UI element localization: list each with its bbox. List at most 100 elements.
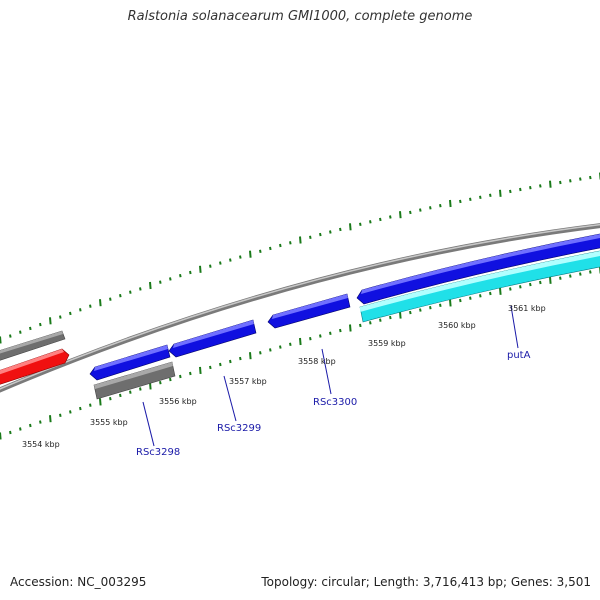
- outer-tick-major: [0, 336, 2, 344]
- outer-tick-minor: [429, 206, 432, 210]
- inner-tick-minor: [379, 318, 382, 322]
- inner-tick-minor: [579, 272, 582, 276]
- outer-tick-minor: [9, 334, 12, 338]
- outer-tick-major: [49, 317, 52, 325]
- gene-label-rsc3300[interactable]: RSc3300: [313, 397, 357, 408]
- outer-tick-minor: [559, 180, 562, 185]
- outer-tick-minor: [459, 199, 462, 204]
- kbp-label-3559: 3559 kbp: [368, 339, 406, 348]
- inner-tick-minor: [559, 276, 562, 280]
- outer-tick-minor: [279, 243, 282, 248]
- inner-tick-minor: [69, 410, 72, 414]
- outer-tick-major: [449, 199, 452, 208]
- inner-tick-minor: [309, 337, 312, 341]
- gene-label-rsc3298[interactable]: RSc3298: [136, 447, 180, 458]
- outer-tick-minor: [209, 264, 212, 268]
- inner-tick-minor: [219, 362, 222, 367]
- inner-tick-minor: [469, 296, 472, 300]
- outer-tick-major: [349, 223, 352, 231]
- inner-tick-minor: [289, 342, 292, 346]
- kbp-label-3558: 3558 kbp: [298, 357, 336, 366]
- inner-tick-minor: [509, 287, 512, 291]
- outer-tick-minor: [159, 280, 162, 284]
- inner-tick-minor: [239, 356, 242, 361]
- outer-tick-minor: [379, 217, 382, 222]
- inner-tick-minor: [539, 280, 542, 285]
- gene-arrow-puta-shine: [360, 250, 600, 312]
- kbp-label-3554: 3554 kbp: [22, 440, 60, 449]
- outer-tick-major: [299, 236, 302, 244]
- outer-tick-minor: [129, 290, 132, 294]
- outer-tick-minor: [289, 241, 292, 245]
- inner-tick-major: [49, 415, 52, 423]
- outer-tick-minor: [469, 197, 472, 201]
- inner-tick-major: [449, 299, 452, 307]
- outer-tick-minor: [139, 287, 142, 291]
- inner-tick-minor: [489, 291, 492, 296]
- inner-tick-minor: [209, 365, 212, 370]
- inner-tick-major: [0, 432, 2, 440]
- outer-tick-minor: [59, 315, 62, 319]
- inner-tick-minor: [179, 374, 182, 379]
- outer-tick-minor: [409, 210, 412, 215]
- outer-tick-minor: [509, 189, 512, 194]
- outer-tick-minor: [229, 258, 232, 262]
- inner-tick-minor: [359, 323, 362, 328]
- outer-tick-minor: [339, 227, 342, 232]
- inner-tick-minor: [269, 348, 272, 352]
- outer-tick-minor: [69, 311, 72, 316]
- inner-tick-minor: [159, 381, 162, 385]
- inner-tick-minor: [419, 308, 422, 312]
- gene-arrow-blue-long-shine: [361, 233, 600, 294]
- inner-tick-minor: [79, 406, 82, 411]
- gene-label-puta[interactable]: putA: [507, 350, 531, 361]
- inner-tick-minor: [479, 294, 482, 298]
- inner-tick-major: [199, 366, 202, 374]
- inner-tick-minor: [169, 377, 172, 382]
- kbp-label-3557: 3557 kbp: [229, 377, 267, 386]
- gene-label-rsc3299[interactable]: RSc3299: [217, 423, 261, 434]
- inner-tick-minor: [189, 371, 192, 376]
- outer-tick-minor: [169, 277, 172, 281]
- inner-tick-minor: [279, 345, 282, 349]
- inner-tick-minor: [319, 334, 322, 338]
- inner-tick-minor: [259, 351, 262, 355]
- inner-tick-minor: [529, 282, 532, 287]
- inner-tick-minor: [459, 298, 462, 303]
- outer-tick-minor: [539, 184, 542, 188]
- map-title: Ralstonia solanacearum GMI1000, complete…: [127, 9, 473, 24]
- outer-tick-minor: [89, 304, 92, 308]
- kbp-label-3560: 3560 kbp: [438, 321, 476, 330]
- outer-tick-major: [249, 250, 252, 258]
- outer-tick-minor: [369, 220, 372, 224]
- inner-tick-minor: [119, 393, 122, 398]
- inner-tick-major: [549, 276, 552, 284]
- inner-tick-minor: [109, 397, 112, 401]
- outer-tick-minor: [569, 179, 572, 183]
- leader-line-rsc3300: [321, 348, 332, 395]
- inner-tick-major: [399, 311, 402, 319]
- gene-arrow-red-shine: [0, 349, 64, 375]
- outer-tick-minor: [29, 326, 32, 331]
- inner-tick-major: [299, 337, 302, 346]
- outer-tick-minor: [19, 330, 22, 334]
- outer-tick-major: [499, 189, 502, 197]
- kbp-label-3556: 3556 kbp: [159, 397, 197, 406]
- inner-tick-major: [499, 287, 502, 295]
- outer-tick-ring: [0, 172, 600, 344]
- outer-tick-minor: [189, 270, 192, 275]
- accession-label: Accession: NC_003295: [10, 575, 147, 589]
- leader-line-rsc3298: [142, 401, 155, 447]
- inner-tick-minor: [129, 390, 132, 394]
- inner-tick-minor: [519, 285, 522, 289]
- inner-tick-minor: [229, 359, 232, 364]
- outer-tick-minor: [389, 215, 392, 219]
- inner-tick-minor: [39, 420, 42, 424]
- gene-arrow-rsc3299-shine: [173, 320, 254, 348]
- kbp-label-3561: 3561 kbp: [508, 304, 546, 313]
- outer-tick-major: [149, 281, 152, 290]
- outer-tick-minor: [359, 222, 362, 226]
- outer-tick-minor: [119, 294, 122, 298]
- outer-tick-minor: [529, 186, 532, 190]
- inner-tick-minor: [409, 310, 412, 315]
